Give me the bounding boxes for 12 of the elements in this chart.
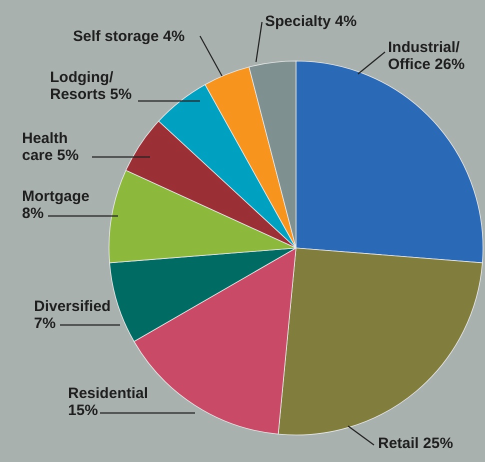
slice-label: Residential [68,385,148,402]
slice-label: Mortgage [22,188,90,205]
slice-label: Lodging/Resorts 5% [50,69,132,103]
data-label: 8% [22,205,44,222]
data-label: 15% [68,402,98,419]
slice-label: Health care 5% [22,130,79,164]
slice-label: Retail 25% [378,435,454,452]
slice-label: Specialty 4% [265,13,357,30]
slice-label: Industrial/Office 26% [388,39,465,73]
data-label: 7% [34,315,56,332]
slice-label: Self storage 4% [73,28,185,45]
slice-label: Diversified [34,298,111,315]
